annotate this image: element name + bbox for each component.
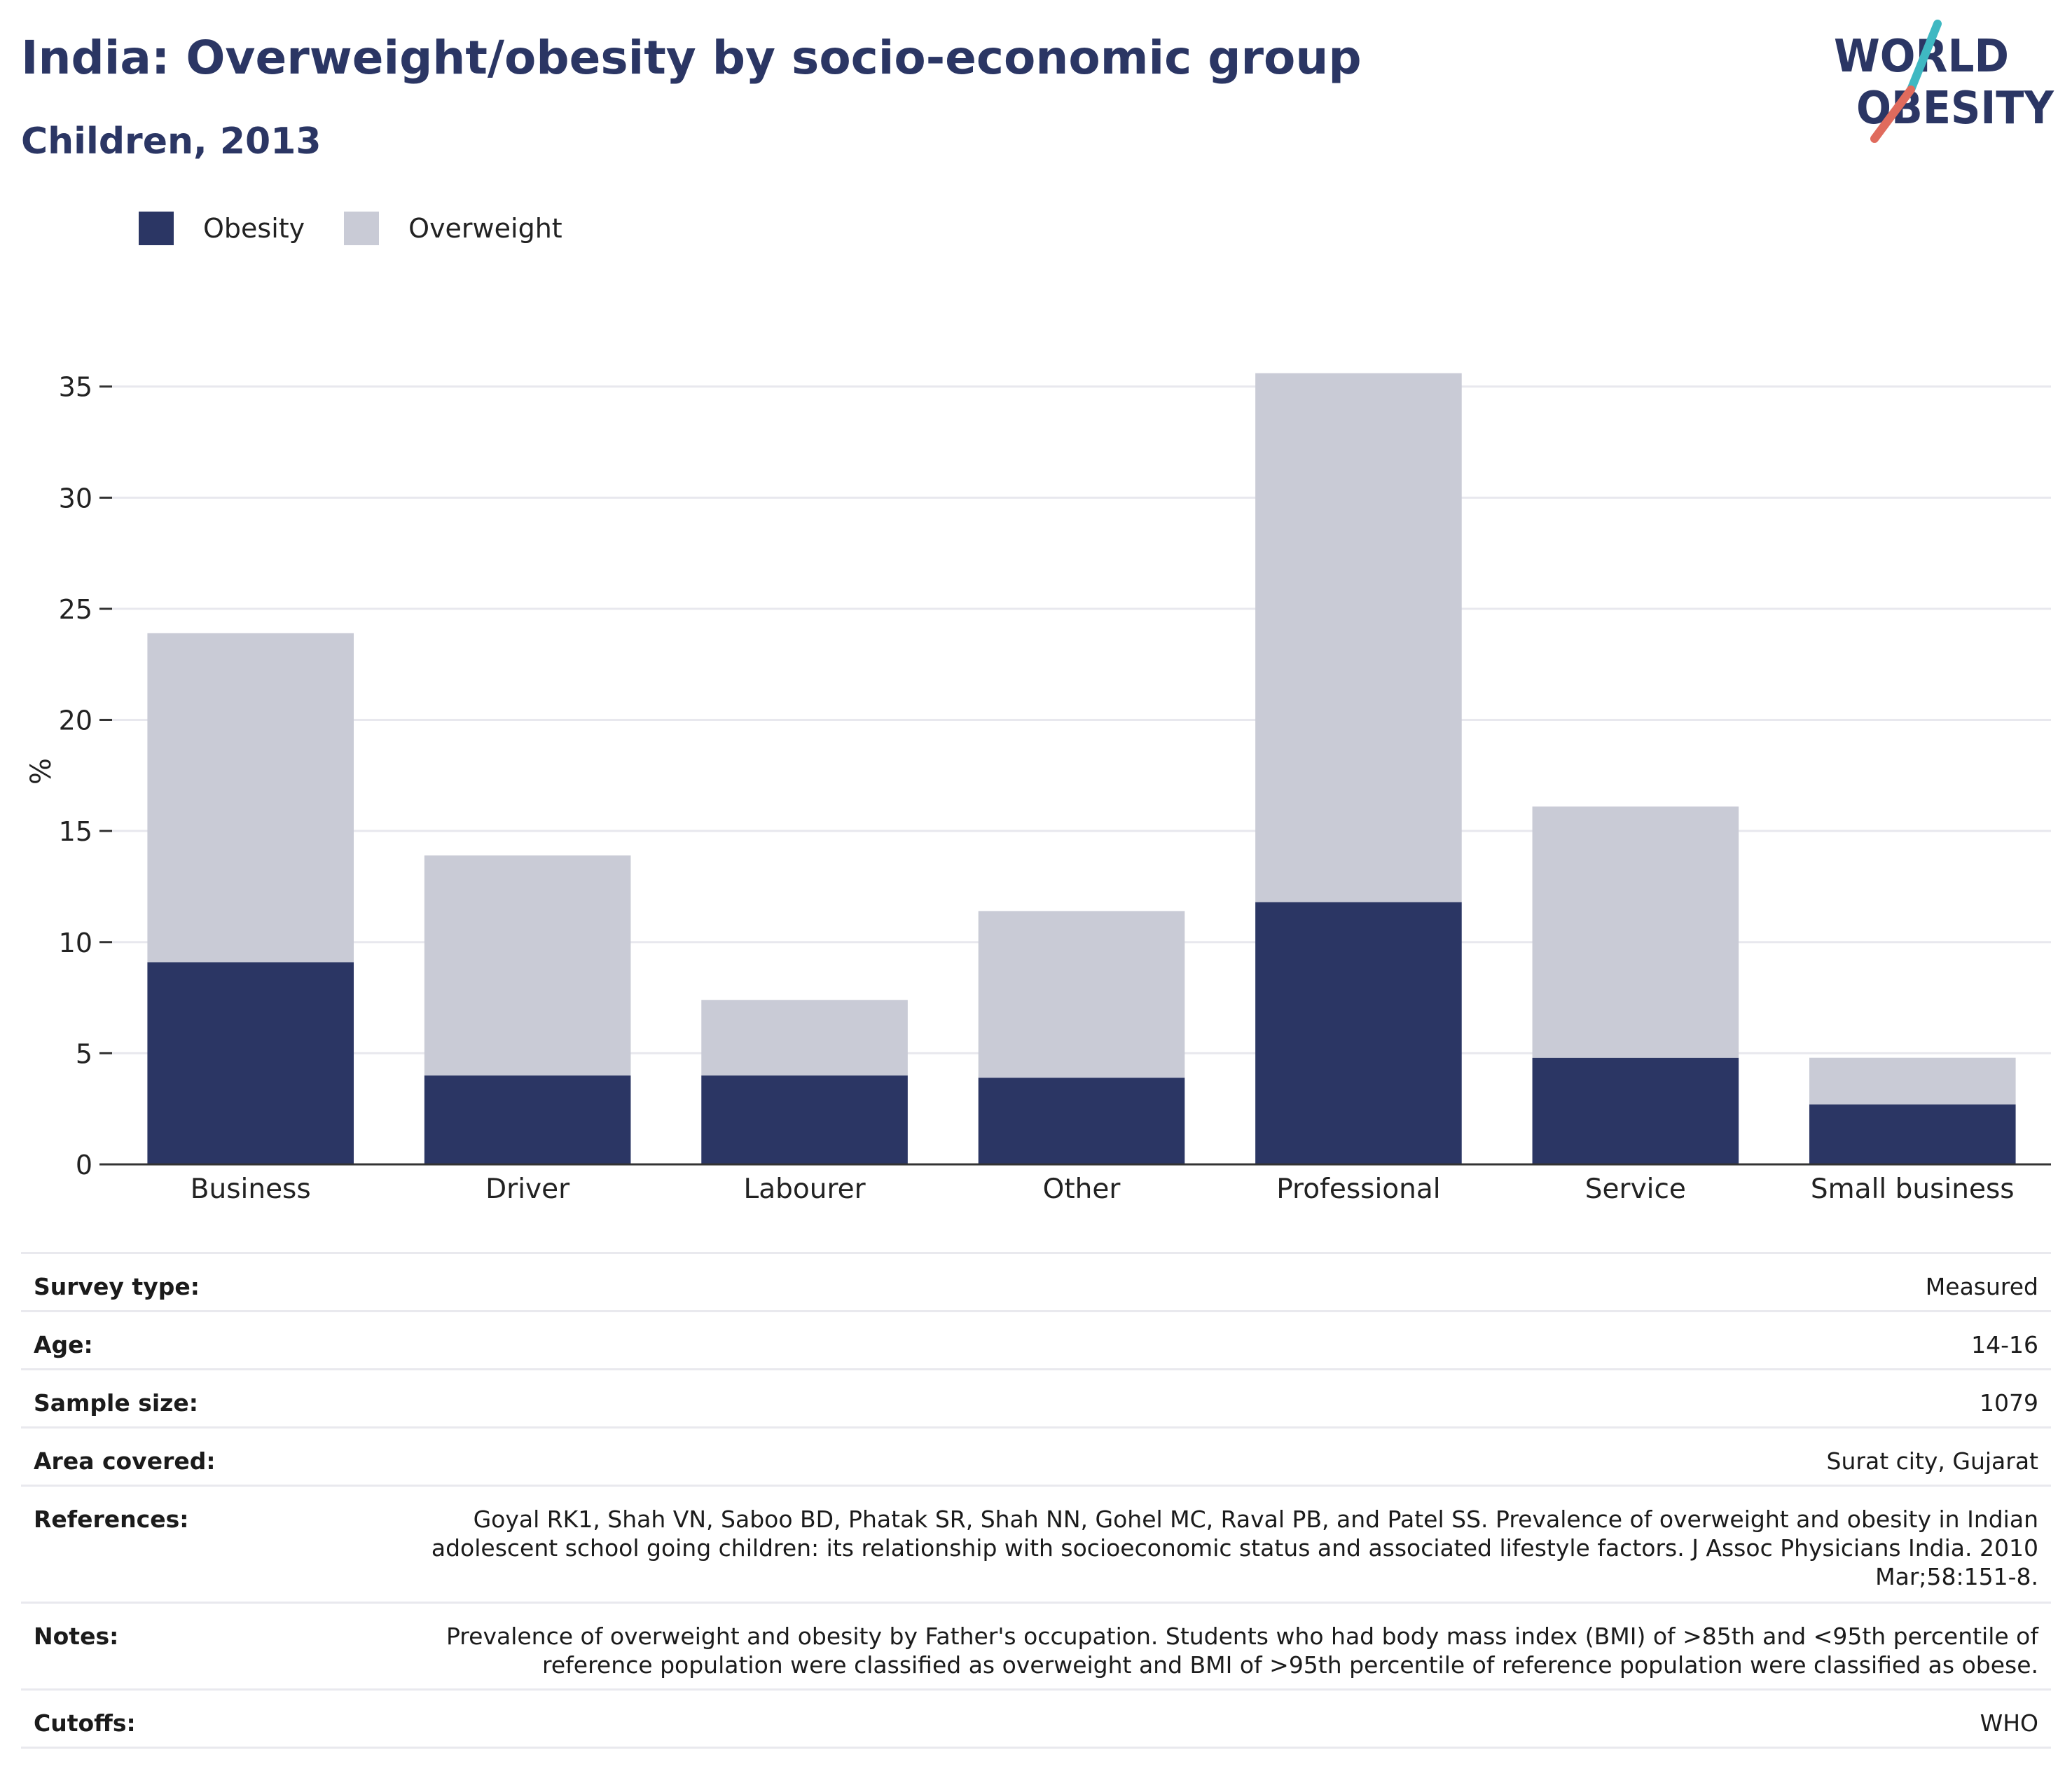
info-value: WHO [1980, 1709, 2038, 1737]
legend-label-obesity: Obesity [203, 213, 305, 244]
bar-overweight-professional[interactable] [1255, 373, 1462, 902]
info-row-area-covered: Area covered: Surat city, Gujarat [21, 1427, 2051, 1486]
y-tick-label: 15 [59, 816, 92, 847]
x-tick-label: Other [1043, 1173, 1121, 1205]
info-key: Cutoffs: [34, 1709, 136, 1737]
bar-obesity-business[interactable] [147, 962, 354, 1164]
logo-slash-teal [1907, 20, 1942, 94]
logo-text-obesity: OBESITY [1856, 83, 2054, 135]
y-tick-label: 20 [59, 705, 92, 736]
info-key: Sample size: [34, 1389, 198, 1417]
bar-obesity-labourer[interactable] [701, 1075, 908, 1164]
stacked-bar-chart: 0 5 10 15 20 25 30 35 Business Driver Labourer Oth… [59, 372, 2051, 1205]
info-key: References: [34, 1506, 189, 1533]
legend-item-obesity[interactable]: Obesity [139, 212, 305, 245]
x-tick-label: Driver [485, 1173, 570, 1205]
info-row-cutoffs: Cutoffs: WHO [21, 1689, 2051, 1748]
bar-overweight-driver[interactable] [424, 855, 631, 1076]
info-key: Survey type: [34, 1273, 200, 1300]
legend-swatch-overweight [344, 212, 380, 245]
info-value: Prevalence of overweight and obesity by … [446, 1623, 2038, 1679]
y-axis-ticks: 0 5 10 15 20 25 30 35 [59, 372, 112, 1180]
info-value: Surat city, Gujarat [1826, 1447, 2038, 1475]
chart-legend: Obesity Overweight [139, 207, 602, 249]
survey-info-table: Survey type: Measured Age: 14-16 Sample … [21, 1252, 2051, 1749]
page-subtitle: Children, 2013 [21, 121, 322, 163]
bar-overweight-service[interactable] [1532, 806, 1739, 1058]
info-key: Notes: [34, 1623, 119, 1650]
info-key: Area covered: [34, 1447, 216, 1475]
x-tick-label: Professional [1276, 1173, 1440, 1205]
bar-overweight-business[interactable] [147, 633, 354, 963]
bar-obesity-small-business[interactable] [1809, 1104, 2016, 1164]
legend-item-overweight[interactable]: Overweight [344, 212, 562, 245]
legend-label-overweight: Overweight [408, 213, 562, 244]
x-tick-label: Small business [1811, 1173, 2015, 1205]
info-value: Goyal RK1, Shah VN, Saboo BD, Phatak SR,… [431, 1506, 2038, 1590]
world-obesity-logo: WORLD OBESITY [1834, 20, 2054, 143]
bars [147, 373, 2016, 1164]
bar-obesity-driver[interactable] [424, 1075, 631, 1164]
bar-obesity-other[interactable] [978, 1078, 1185, 1164]
info-row-references: References: Goyal RK1, Shah VN, Saboo BD… [21, 1485, 2051, 1603]
y-tick-label: 5 [76, 1038, 92, 1069]
bar-overweight-other[interactable] [978, 911, 1185, 1078]
x-tick-label: Business [191, 1173, 311, 1205]
info-row-sample-size: Sample size: 1079 [21, 1369, 2051, 1428]
info-row-age: Age: 14-16 [21, 1311, 2051, 1370]
info-row-notes: Notes: Prevalence of overweight and obes… [21, 1602, 2051, 1690]
info-value: 14-16 [1971, 1331, 2038, 1358]
x-tick-label: Labourer [743, 1173, 866, 1205]
bar-overweight-labourer[interactable] [701, 1000, 908, 1076]
legend-swatch-obesity [139, 212, 174, 245]
bar-overweight-small-business[interactable] [1809, 1057, 2016, 1105]
x-axis-ticks: Business Driver Labourer Other Professional S… [191, 1173, 2015, 1205]
bar-obesity-professional[interactable] [1255, 902, 1462, 1164]
bar-obesity-service[interactable] [1532, 1057, 1739, 1164]
info-value: Measured [1925, 1273, 2038, 1300]
y-tick-label: 25 [59, 594, 92, 625]
y-tick-label: 30 [59, 483, 92, 514]
y-tick-label: 35 [59, 372, 92, 403]
logo-slash-coral [1870, 85, 1915, 143]
page-title: India: Overweight/obesity by socio-econo… [21, 31, 1362, 85]
info-row-survey-type: Survey type: Measured [21, 1253, 2051, 1312]
info-key: Age: [34, 1331, 93, 1358]
x-tick-label: Service [1585, 1173, 1686, 1205]
y-tick-label: 10 [59, 928, 92, 958]
info-value: 1079 [1980, 1389, 2038, 1417]
y-tick-label: 0 [76, 1150, 92, 1180]
